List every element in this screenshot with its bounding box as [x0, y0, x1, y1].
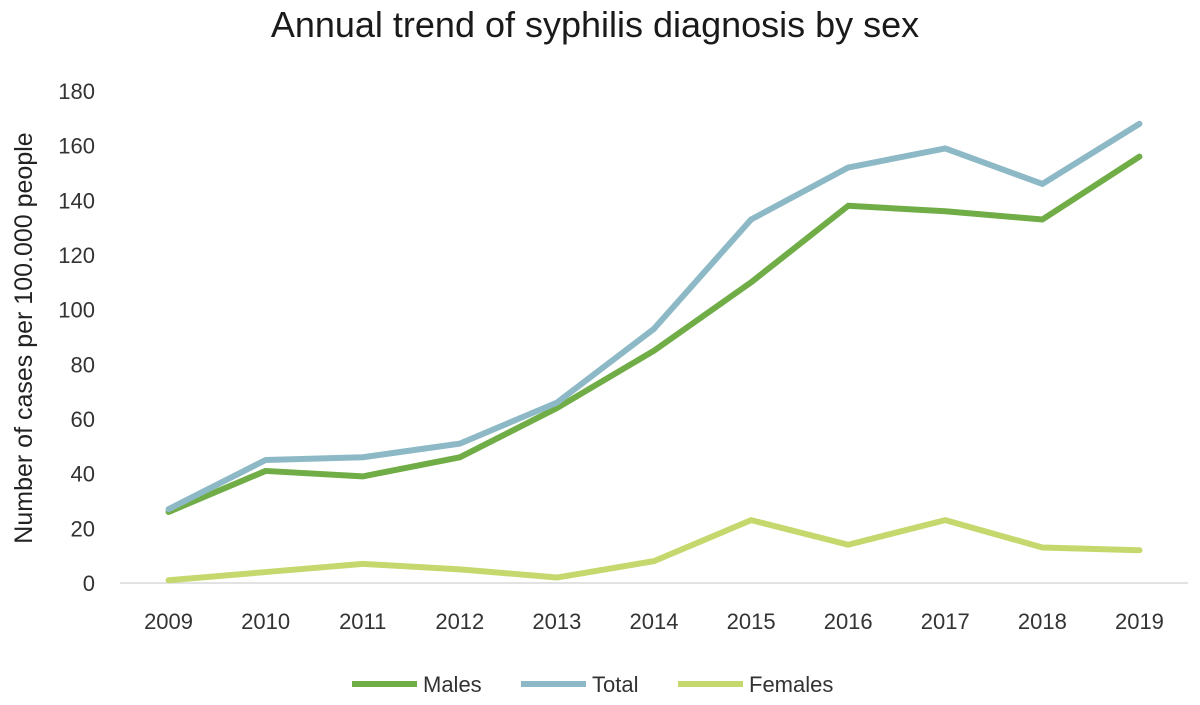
series-line-total [165, 120, 1143, 513]
y-axis-ticks: 0 20 40 60 80 100 120 140 160 180 [58, 79, 95, 596]
y-tick-label: 0 [83, 571, 95, 596]
y-axis-title: Number of cases per 100.000 people [10, 132, 38, 543]
x-axis-ticks: 2009 2010 2011 2012 2013 2014 2015 2016 2017 2018… [144, 609, 1164, 634]
y-tick-label: 100 [58, 298, 95, 323]
legend-label-males: Males [423, 672, 482, 697]
y-tick-label: 60 [71, 407, 95, 432]
chart-title: Annual trend of syphilis diagnosis by se… [270, 4, 920, 45]
x-tick-label: 2017 [921, 609, 970, 634]
x-tick-label: 2014 [630, 609, 679, 634]
x-tick-label: 2009 [144, 609, 193, 634]
x-tick-label: 2015 [727, 609, 776, 634]
x-tick-label: 2013 [532, 609, 581, 634]
legend: Males Total Females [352, 672, 833, 697]
y-tick-label: 40 [71, 462, 95, 487]
y-tick-label: 160 [58, 134, 95, 159]
series-line-females [165, 517, 1143, 584]
y-tick-label: 140 [58, 188, 95, 213]
y-tick-label: 80 [71, 352, 95, 377]
y-tick-label: 120 [58, 243, 95, 268]
series-lines [165, 120, 1143, 584]
x-tick-label: 2016 [824, 609, 873, 634]
y-tick-label: 20 [71, 516, 95, 541]
y-tick-label: 180 [58, 79, 95, 104]
legend-label-females: Females [749, 672, 833, 697]
x-tick-label: 2012 [435, 609, 484, 634]
legend-label-total: Total [592, 672, 638, 697]
x-tick-label: 2019 [1115, 609, 1164, 634]
x-tick-label: 2011 [339, 609, 386, 634]
x-tick-label: 2018 [1018, 609, 1067, 634]
series-line-males [165, 153, 1143, 515]
x-tick-label: 2010 [241, 609, 290, 634]
y-axis-title-group: Number of cases per 100.000 people [10, 132, 38, 543]
